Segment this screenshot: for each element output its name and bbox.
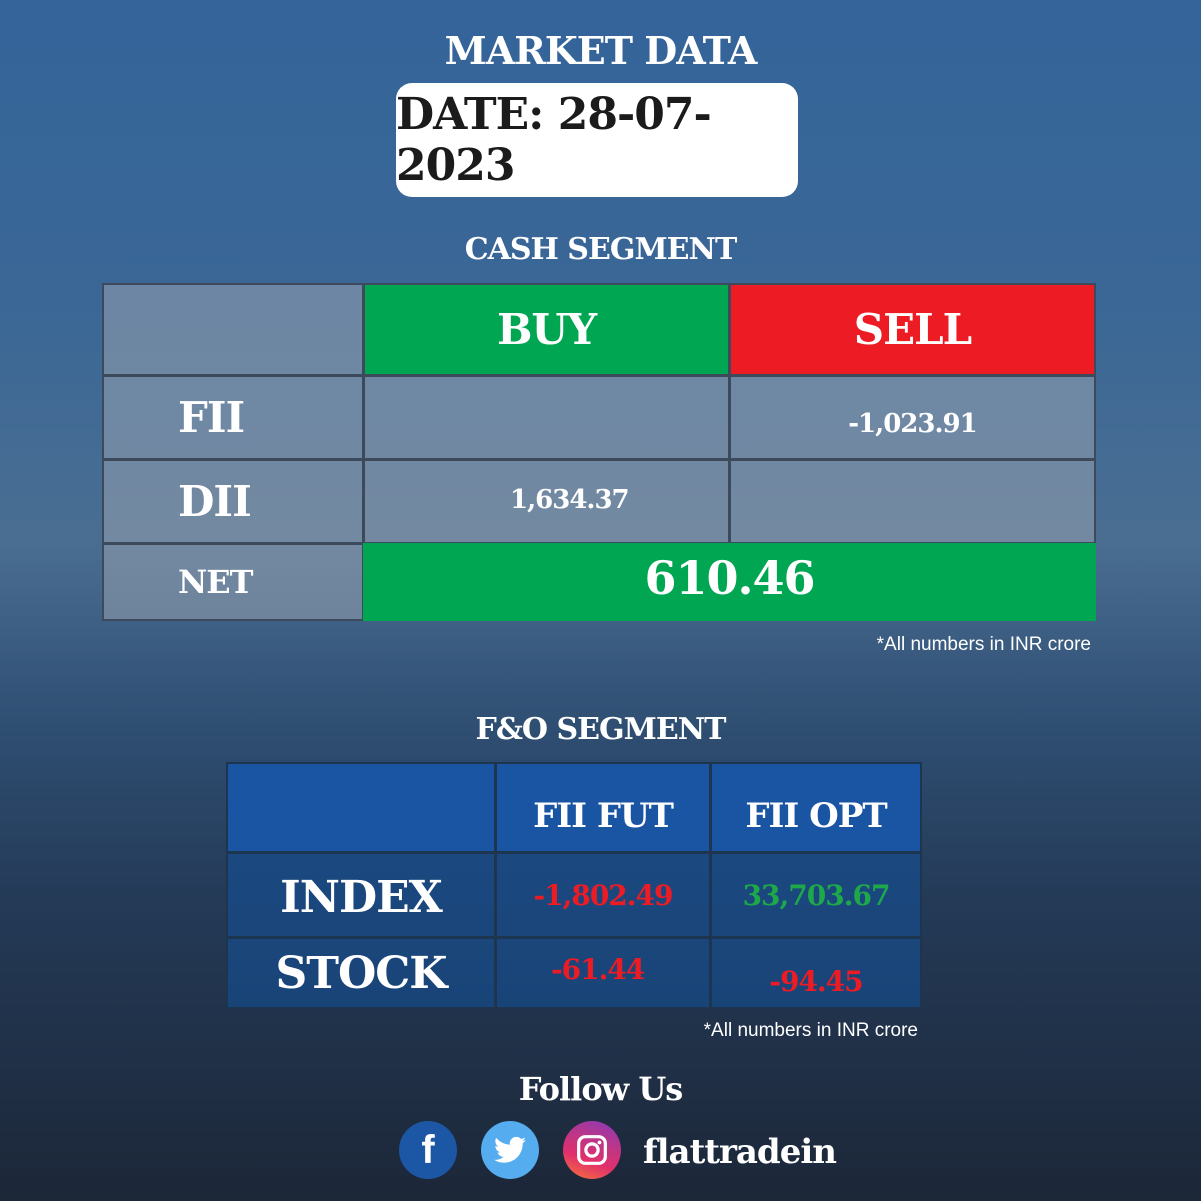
follow-us-label: Follow Us (518, 1070, 684, 1108)
index-label: INDEX (226, 852, 496, 938)
dii-sell (729, 459, 1096, 544)
fii-buy (363, 375, 730, 460)
social-handle[interactable]: flattradein (643, 1132, 837, 1172)
fii-fut-header: FII FUT (495, 762, 711, 853)
fii-opt-header: FII OPT (710, 762, 922, 853)
net-label: NET (102, 543, 364, 621)
date-badge: DATE: 28-07-2023 (396, 83, 798, 197)
cash-note: *All numbers in INR crore (876, 634, 1091, 655)
dii-label: DII (102, 459, 364, 544)
stock-opt: -94.45 (710, 937, 922, 1009)
index-opt: 33,703.67 (710, 852, 922, 938)
fo-segment-heading: F&O SEGMENT (475, 712, 727, 747)
stock-label: STOCK (226, 937, 496, 1009)
index-fut: -1,802.49 (495, 852, 711, 938)
facebook-icon[interactable]: f (399, 1121, 457, 1179)
sell-header: SELL (729, 283, 1096, 376)
stock-fut: -61.44 (495, 937, 711, 1009)
instagram-icon[interactable] (563, 1121, 621, 1179)
fii-label: FII (102, 375, 364, 460)
cash-corner-cell (102, 283, 364, 376)
fo-corner-cell (226, 762, 496, 853)
buy-header: BUY (363, 283, 730, 376)
fii-sell: -1,023.91 (729, 375, 1096, 460)
page-title: MARKET DATA (444, 28, 758, 73)
net-value: 610.46 (363, 543, 1096, 621)
cash-segment-heading: CASH SEGMENT (464, 232, 738, 267)
twitter-icon[interactable] (481, 1121, 539, 1179)
dii-buy: 1,634.37 (363, 459, 730, 544)
fo-note: *All numbers in INR crore (703, 1020, 918, 1041)
